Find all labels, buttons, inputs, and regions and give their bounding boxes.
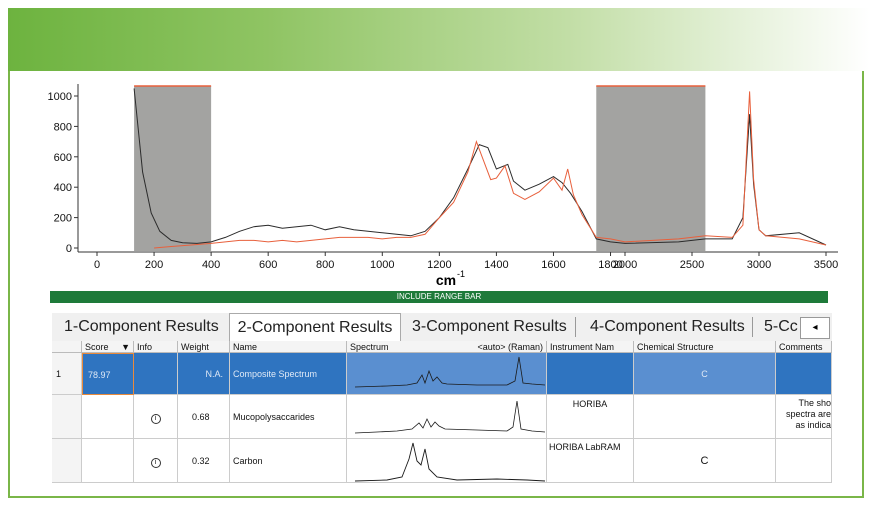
x-tick-label: 2000 [613, 259, 637, 271]
instrument-cell[interactable] [547, 353, 634, 395]
results-grid: Score ▼ Info Weight Name Spectrum <auto>… [52, 341, 832, 483]
header-banner [8, 8, 870, 71]
chemical-structure-column-header[interactable]: Chemical Structure [634, 341, 776, 353]
tab-separator [575, 317, 576, 337]
info-cell[interactable]: i [134, 439, 178, 483]
row-index [52, 439, 82, 483]
y-tick-label: 200 [54, 213, 72, 225]
score-header-label: Score [85, 342, 109, 352]
spectrum-series-line [133, 88, 827, 246]
instrument-cell[interactable]: HORIBA [547, 395, 634, 439]
name-cell[interactable]: Mucopolysaccarides [230, 395, 347, 439]
x-tick-label: 1200 [427, 259, 451, 271]
results-tabs: 1-Component Results 2-Component Results … [52, 313, 832, 343]
composite-spectrum-thumbnail [354, 356, 546, 388]
tab-2-component[interactable]: 2-Component Results [229, 313, 401, 343]
x-tick-label: 200 [145, 259, 163, 271]
y-tick-label: 800 [54, 121, 72, 133]
x-tick-label: 3000 [747, 259, 771, 271]
x-tick-label: 1800 [598, 259, 622, 271]
tab-5-component[interactable]: 5-Cc [764, 318, 798, 335]
spectrum-cell[interactable] [347, 353, 547, 395]
excluded-ranges [134, 85, 706, 251]
spectrum-cell[interactable] [347, 395, 547, 439]
y-tick-label: 1000 [48, 91, 72, 103]
tab-1-component[interactable]: 1-Component Results [64, 318, 219, 335]
spectrum-header-label: Spectrum [350, 342, 389, 352]
carbon-spectrum-thumbnail [354, 442, 546, 482]
score-cell[interactable]: 78.97 [82, 353, 134, 395]
range-bar-label: INCLUDE RANGE BAR [396, 292, 482, 301]
weight-cell[interactable]: N.A. [178, 353, 230, 395]
x-axis-label-superscript: -1 [457, 269, 465, 279]
chemical-structure-cell[interactable] [634, 395, 776, 439]
excluded-range-region [134, 86, 212, 251]
spectrum-series-line [154, 91, 827, 249]
name-cell[interactable]: Composite Spectrum [230, 353, 347, 395]
comments-cell[interactable] [776, 353, 832, 395]
x-axis-label: cm [436, 272, 456, 288]
score-column-header[interactable]: Score ▼ [82, 341, 134, 353]
weight-cell[interactable]: 0.32 [178, 439, 230, 483]
info-cell[interactable]: i [134, 395, 178, 439]
row-index-header [52, 341, 82, 353]
chevron-left-icon: ◂ [812, 322, 818, 333]
x-tick-label: 600 [259, 259, 277, 271]
x-tick-label: 2500 [680, 259, 704, 271]
tab-4-component[interactable]: 4-Component Results [590, 318, 745, 335]
name-column-header[interactable]: Name [230, 341, 347, 353]
comments-cell[interactable] [776, 439, 832, 483]
spectrum-column-header[interactable]: Spectrum <auto> (Raman) [347, 341, 547, 353]
x-tick-label: 3500 [814, 259, 838, 271]
weight-column-header[interactable]: Weight [178, 341, 230, 353]
score-cell[interactable] [82, 439, 134, 483]
sort-desc-icon: ▼ [121, 342, 130, 352]
info-icon[interactable]: i [150, 414, 161, 424]
row-index: 1 [52, 353, 82, 395]
info-column-header[interactable]: Info [134, 341, 178, 353]
comment-line: spectra are [785, 409, 831, 419]
tab-separator [752, 317, 753, 337]
y-tick-label: 600 [54, 152, 72, 164]
weight-cell[interactable]: 0.68 [178, 395, 230, 439]
row-index [52, 395, 82, 439]
x-tick-label: 1000 [370, 259, 394, 271]
chemical-structure-cell[interactable]: C [634, 353, 776, 395]
x-tick-label: 1400 [484, 259, 508, 271]
comments-cell[interactable]: The sho spectra are as indica [776, 395, 832, 439]
comment-line: The sho [798, 398, 831, 408]
instrument-column-header[interactable]: Instrument Nam [547, 341, 634, 353]
spectrum-mode-label: <auto> (Raman) [477, 342, 543, 352]
x-tick-label: 800 [316, 259, 334, 271]
instrument-cell[interactable]: HORIBA LabRAM [547, 439, 634, 483]
y-tick-label: 0 [66, 243, 72, 255]
spectrum-chart[interactable]: 0 200 400 600 800 1000 0 200 400 600 800 1000 1200 1… [8, 72, 860, 290]
spectrum-lines [133, 88, 827, 249]
info-cell[interactable] [134, 353, 178, 395]
y-axis: 0 200 400 600 800 1000 [48, 84, 79, 255]
mucopolysaccarides-spectrum-thumbnail [354, 400, 546, 434]
x-tick-label: 1600 [541, 259, 565, 271]
include-range-bar[interactable]: INCLUDE RANGE BAR [50, 291, 828, 303]
tab-3-component[interactable]: 3-Component Results [412, 318, 567, 335]
x-tick-label: 0 [94, 259, 100, 271]
comments-column-header[interactable]: Comments [776, 341, 832, 353]
spectrum-cell[interactable] [347, 439, 547, 483]
comment-line: as indica [795, 420, 831, 430]
y-tick-label: 400 [54, 182, 72, 194]
x-tick-label: 400 [202, 259, 220, 271]
tab-scroll-left-button[interactable]: ◂ [800, 317, 830, 339]
info-icon[interactable]: i [150, 458, 161, 468]
name-cell[interactable]: Carbon [230, 439, 347, 483]
excluded-range-region [596, 86, 706, 251]
score-cell[interactable] [82, 395, 134, 439]
chemical-structure-cell[interactable]: C [634, 439, 776, 483]
